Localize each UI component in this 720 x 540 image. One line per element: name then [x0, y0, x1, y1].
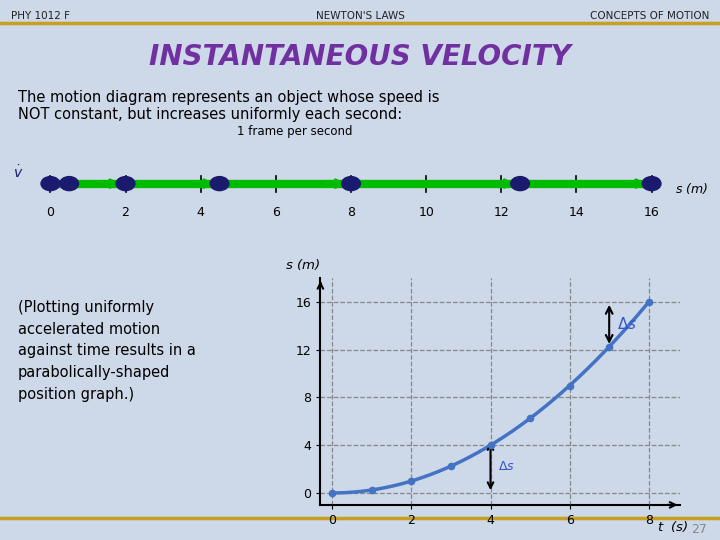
Text: 8: 8 [347, 206, 355, 219]
Text: CONCEPTS OF MOTION: CONCEPTS OF MOTION [590, 11, 709, 21]
Text: $\Delta s$: $\Delta s$ [617, 316, 637, 332]
Text: 2: 2 [122, 206, 130, 219]
Text: $s$ (m): $s$ (m) [675, 181, 708, 197]
Text: PHY 1012 F: PHY 1012 F [11, 11, 70, 21]
Text: 16: 16 [644, 206, 660, 219]
Text: 1 frame per second: 1 frame per second [237, 125, 352, 138]
Circle shape [510, 177, 529, 191]
Text: The motion diagram represents an object whose speed is: The motion diagram represents an object … [18, 90, 439, 105]
Text: 12: 12 [493, 206, 509, 219]
Text: 10: 10 [418, 206, 434, 219]
Text: 14: 14 [569, 206, 585, 219]
Circle shape [642, 177, 661, 191]
Text: $\dot{v}$: $\dot{v}$ [13, 165, 23, 181]
Text: NEWTON'S LAWS: NEWTON'S LAWS [315, 11, 405, 21]
Text: $t$  (s): $t$ (s) [657, 519, 688, 534]
Text: INSTANTANEOUS VELOCITY: INSTANTANEOUS VELOCITY [149, 43, 571, 71]
Circle shape [60, 177, 78, 191]
Text: 6: 6 [272, 206, 280, 219]
Circle shape [116, 177, 135, 191]
Circle shape [41, 177, 60, 191]
Text: $\Delta s$: $\Delta s$ [498, 460, 514, 472]
Circle shape [210, 177, 229, 191]
Text: 0: 0 [46, 206, 55, 219]
Text: $s$ (m): $s$ (m) [285, 257, 320, 272]
Text: 27: 27 [691, 523, 707, 536]
Text: (Plotting uniformly
accelerated motion
against time results in a
parabolically-s: (Plotting uniformly accelerated motion a… [18, 300, 196, 402]
Circle shape [341, 177, 361, 191]
Text: NOT constant, but increases uniformly each second:: NOT constant, but increases uniformly ea… [18, 107, 402, 122]
Text: 4: 4 [197, 206, 204, 219]
